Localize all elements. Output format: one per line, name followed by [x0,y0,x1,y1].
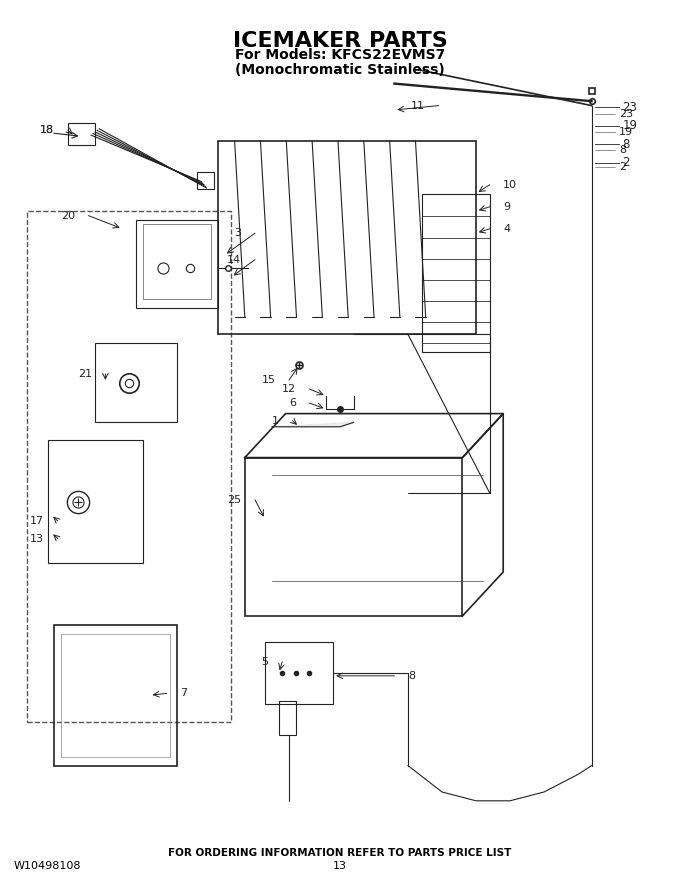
Text: 11: 11 [411,100,425,111]
Text: 19: 19 [622,120,637,132]
Text: 19: 19 [619,127,633,137]
Bar [48,440,143,563]
Text: 14: 14 [227,254,241,265]
Text: 6: 6 [289,398,296,408]
Text: 4: 4 [503,224,510,234]
Text: 12: 12 [282,384,296,394]
Text: (Monochromatic Stainless): (Monochromatic Stainless) [235,63,445,77]
Text: FOR ORDERING INFORMATION REFER TO PARTS PRICE LIST: FOR ORDERING INFORMATION REFER TO PARTS … [169,848,511,858]
Text: 5: 5 [262,656,269,667]
Text: 23: 23 [622,101,637,114]
Bar [68,123,95,145]
Bar [54,625,177,766]
Text: 15: 15 [261,375,275,385]
Text: 2: 2 [622,157,630,169]
Text: 8: 8 [619,144,626,155]
Text: 21: 21 [78,369,92,379]
Bar [265,642,333,704]
Bar [61,634,170,757]
Text: 13: 13 [30,533,44,544]
Bar [27,211,231,722]
Text: 3: 3 [235,228,241,238]
Text: 1: 1 [272,415,279,426]
Bar [245,458,462,616]
Text: 23: 23 [619,109,633,120]
Text: 25: 25 [227,495,241,505]
Bar [95,343,177,422]
Bar [136,220,218,308]
Text: For Models: KFCS22EVMS7: For Models: KFCS22EVMS7 [235,48,445,62]
Bar [279,701,296,735]
Text: 17: 17 [30,516,44,526]
Text: W10498108: W10498108 [14,862,81,871]
Text: 18: 18 [40,125,54,136]
Text: 20: 20 [61,210,75,221]
Text: 18: 18 [40,125,54,136]
Text: 13: 13 [333,862,347,871]
Bar [197,172,214,189]
Text: 10: 10 [503,180,517,190]
Text: ICEMAKER PARTS: ICEMAKER PARTS [233,31,447,51]
Bar [218,141,476,334]
Text: 2: 2 [619,162,626,172]
Text: 8: 8 [622,138,630,150]
Text: 8: 8 [408,671,415,681]
Text: 7: 7 [180,688,187,699]
Text: 9: 9 [503,202,510,212]
Bar [143,224,211,299]
Polygon shape [272,422,354,427]
Bar [422,194,490,352]
